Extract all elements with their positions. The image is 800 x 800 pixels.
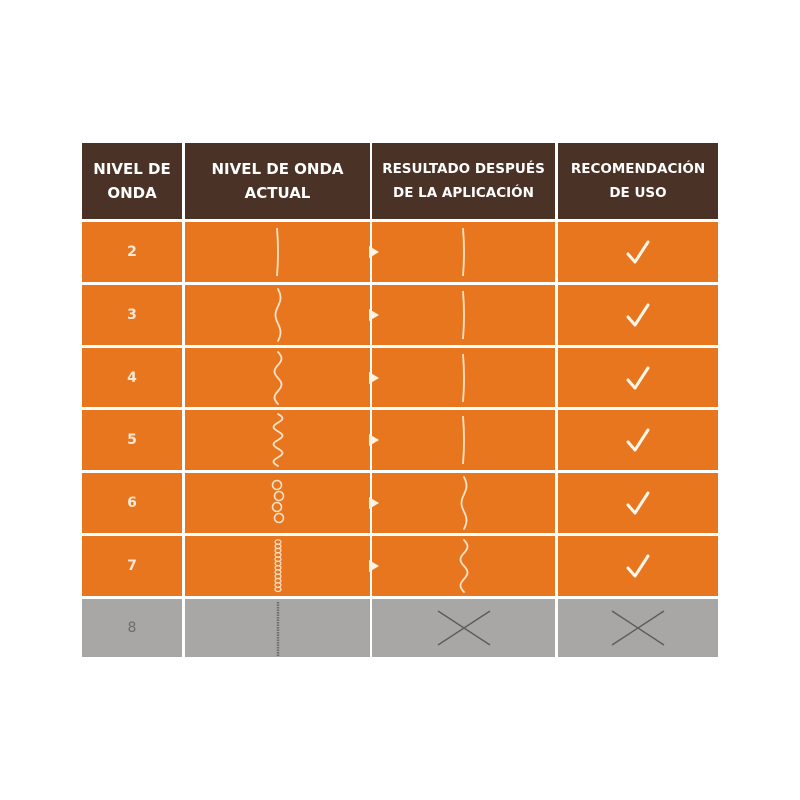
level-cell: 6 <box>82 473 182 533</box>
current-wave-cell <box>185 222 370 282</box>
wave-straight-icon <box>452 410 476 470</box>
header-result: RESULTADO DESPUÉS DE LA APLICACIÓN <box>372 143 555 219</box>
result-cell <box>372 599 555 657</box>
cross-icon <box>436 609 492 647</box>
current-wave-cell <box>185 599 370 657</box>
header-wave-level: NIVEL DE ONDA <box>82 143 182 219</box>
header-label: RESULTADO DESPUÉS DE LA APLICACIÓN <box>382 161 545 201</box>
level-number: 3 <box>127 307 137 323</box>
recommendation-cell <box>558 410 718 470</box>
arrow-right-icon <box>369 434 379 446</box>
wave-slight-icon <box>266 285 290 345</box>
recommendation-cell <box>558 599 718 657</box>
result-cell <box>372 285 555 345</box>
level-number: 4 <box>127 369 137 386</box>
arrow-right-icon <box>369 371 379 384</box>
recommendation-cell <box>558 536 718 596</box>
cross-icon <box>610 609 666 647</box>
wave-medium-icon <box>266 348 290 408</box>
level-cell: 8 <box>82 599 182 657</box>
header-recommendation: RECOMENDACIÓN DE USO <box>558 143 718 219</box>
wave-straight-icon <box>452 222 476 282</box>
coil-tight-icon <box>266 536 290 596</box>
result-cell <box>372 410 555 470</box>
result-cell <box>372 348 555 407</box>
check-icon <box>624 426 652 454</box>
current-wave-cell <box>185 536 370 596</box>
wave-strong-icon <box>266 410 290 470</box>
check-icon <box>624 238 652 266</box>
level-number: 2 <box>127 244 137 260</box>
level-number: 7 <box>127 558 137 574</box>
header-label: NIVEL DE ONDA ACTUAL <box>211 160 344 202</box>
current-wave-cell <box>185 410 370 470</box>
current-wave-cell <box>185 285 370 345</box>
check-icon <box>624 489 652 517</box>
recommendation-cell <box>558 222 718 282</box>
level-cell: 5 <box>82 410 182 470</box>
level-number: 5 <box>127 432 137 448</box>
curl-loops-icon <box>266 473 290 533</box>
header-label: NIVEL DE ONDA <box>93 160 171 202</box>
level-cell: 2 <box>82 222 182 282</box>
level-cell: 3 <box>82 285 182 345</box>
wave-slight-icon <box>452 473 476 533</box>
arrow-right-icon <box>369 246 379 258</box>
arrow-right-icon <box>369 309 379 321</box>
wave-straight-icon <box>452 348 476 408</box>
wave-straight-icon <box>266 222 290 282</box>
recommendation-cell <box>558 348 718 407</box>
arrow-right-icon <box>369 560 379 572</box>
header-label: RECOMENDACIÓN DE USO <box>570 161 706 201</box>
coil-kinky-icon <box>266 598 290 658</box>
check-icon <box>624 552 652 580</box>
level-number: 8 <box>127 620 137 636</box>
current-wave-cell <box>185 348 370 407</box>
recommendation-cell <box>558 285 718 345</box>
level-number: 6 <box>127 495 137 511</box>
wave-medium-icon <box>452 536 476 596</box>
wave-straight-icon <box>452 285 476 345</box>
result-cell <box>372 473 555 533</box>
level-cell: 7 <box>82 536 182 596</box>
result-cell <box>372 222 555 282</box>
level-cell: 4 <box>82 348 182 407</box>
arrow-right-icon <box>369 497 379 509</box>
check-icon <box>624 301 652 329</box>
check-icon <box>624 364 652 392</box>
recommendation-cell <box>558 473 718 533</box>
current-wave-cell <box>185 473 370 533</box>
result-cell <box>372 536 555 596</box>
header-current-wave: NIVEL DE ONDA ACTUAL <box>185 143 370 219</box>
